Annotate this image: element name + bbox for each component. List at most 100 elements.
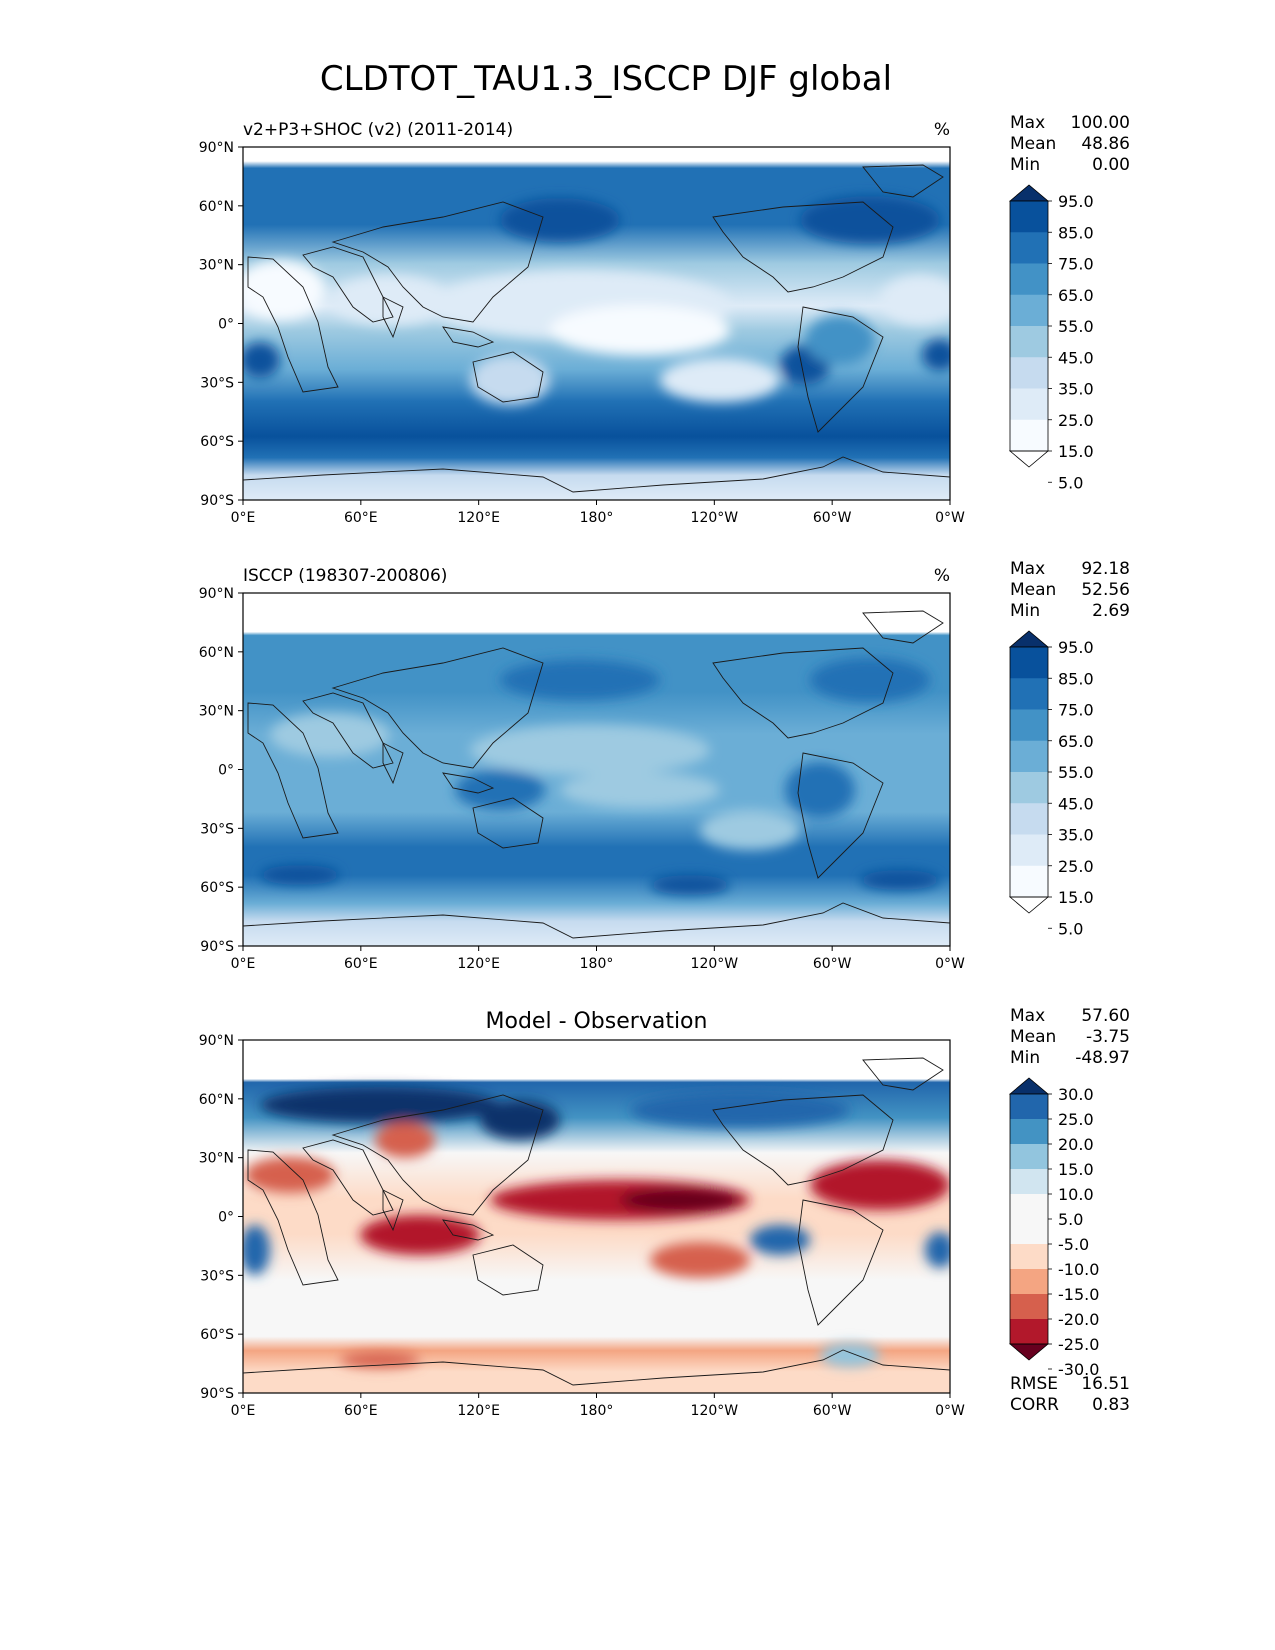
colorbar-label: 65.0 [1058, 286, 1094, 305]
colorbar-segment [1010, 803, 1048, 835]
colorbar-label: -10.0 [1058, 1260, 1099, 1279]
colorbar-segment [1010, 419, 1048, 452]
lon-tick-label: 0°E [231, 956, 256, 972]
colorbar-segment [1010, 1244, 1048, 1270]
lon-tick-label: 60°W [813, 1403, 852, 1419]
colorbar-extend-min [1008, 450, 1050, 468]
colorbar-segment [1010, 678, 1048, 710]
lon-tick-label: 60°W [813, 956, 852, 972]
coastline-path [442, 772, 495, 794]
stat-value: 57.60 [1081, 1006, 1130, 1026]
colorbar-segment [1010, 647, 1048, 679]
coastline-path [247, 702, 339, 839]
lat-tick-label: 30°N [199, 1151, 234, 1167]
colorbar-label: 5.0 [1058, 919, 1083, 938]
colorbar-label: 5.0 [1058, 1210, 1083, 1229]
colorbar-label: 15.0 [1058, 888, 1094, 907]
lon-tick-label: 120°W [691, 1403, 739, 1419]
coastlines-obs [243, 610, 950, 939]
lon-tick-label: 120°E [457, 1403, 500, 1419]
colorbar-segment [1010, 1094, 1048, 1120]
lon-tick-label: 60°E [344, 1403, 378, 1419]
lat-tick-label: 60°N [199, 199, 234, 215]
lat-tick-label: 90°S [200, 493, 234, 509]
lat-tick-label: 0° [218, 317, 234, 333]
coastline-path [382, 296, 404, 339]
map-field-obs [243, 593, 950, 946]
colorbar-segment [1010, 865, 1048, 898]
colorbar-label: 10.0 [1058, 1185, 1094, 1204]
colorbar-segment [1010, 201, 1048, 233]
coastline-path [382, 742, 404, 785]
map-field-diff [243, 1040, 950, 1393]
stat-value: 2.69 [1092, 601, 1130, 621]
lon-tick-label: 120°E [457, 956, 500, 972]
panel-units: % [934, 120, 950, 140]
map-field-model [243, 147, 950, 500]
colorbar-segment [1010, 388, 1048, 421]
lon-tick-label: 0°W [935, 1403, 965, 1419]
colorbar-label: 15.0 [1058, 442, 1094, 461]
colorbar-label: 25.0 [1058, 1110, 1094, 1129]
colorbar-label: 30.0 [1058, 1085, 1094, 1104]
stat-value: -3.75 [1086, 1027, 1130, 1047]
figure-title: CLDTOT_TAU1.3_ISCCP DJF global [320, 59, 892, 99]
colorbar-extend-min [1008, 896, 1050, 914]
colorbar-extend-min [1008, 1343, 1050, 1361]
colorbar-label: 25.0 [1058, 411, 1094, 430]
stat-value: 48.86 [1081, 134, 1130, 154]
colorbar-label: -20.0 [1058, 1310, 1099, 1329]
panel-annotations: v2+P3+SHOC (v2) (2011-2014) % 90°N 60°N 30°N… [199, 113, 1130, 1419]
lat-tick-label: 90°N [199, 1033, 234, 1049]
coastline-path [712, 647, 894, 739]
colorbar-label: 55.0 [1058, 763, 1094, 782]
lat-tick-label: 0° [218, 763, 234, 779]
lat-tick-label: 60°S [200, 434, 234, 450]
coastline-path [472, 797, 544, 849]
colorbar-label: 15.0 [1058, 1160, 1094, 1179]
lon-tick-label: 0°E [231, 1403, 256, 1419]
coastline-path [712, 201, 894, 293]
colorbar-segment [1010, 357, 1048, 389]
colorbar-segment [1010, 709, 1048, 742]
colorbar-label: 85.0 [1058, 669, 1094, 688]
panel-title-left: v2+P3+SHOC (v2) (2011-2014) [243, 120, 513, 140]
colorbar-label: 25.0 [1058, 857, 1094, 876]
colorbar-label: 75.0 [1058, 255, 1094, 274]
colorbar-label: -5.0 [1058, 1235, 1089, 1254]
colorbar-segment [1010, 740, 1048, 773]
lon-tick-label: 60°E [344, 956, 378, 972]
lat-tick-label: 30°S [200, 821, 234, 837]
coastline-path [331, 201, 544, 323]
stat-value: -48.97 [1075, 1048, 1130, 1068]
lon-tick-label: 180° [580, 510, 614, 526]
colorbar-label: -25.0 [1058, 1335, 1099, 1354]
coastline-path [442, 326, 495, 348]
coastline-path [243, 1349, 950, 1386]
stat-label: Mean [1010, 1027, 1056, 1047]
lon-tick-label: 120°E [457, 510, 500, 526]
lon-tick-label: 120°W [691, 956, 739, 972]
panel-units: % [934, 566, 950, 586]
coastline-path [797, 752, 884, 879]
coastline-path [331, 1094, 544, 1216]
panel-title-left: ISCCP (198307-200806) [243, 566, 447, 586]
colorbar-extend-max [1008, 630, 1050, 648]
coastline-path [331, 647, 544, 769]
coastline-path [797, 1199, 884, 1326]
stat-label: Max [1010, 559, 1045, 579]
colorbar-label: 35.0 [1058, 826, 1094, 845]
lat-tick-label: 30°N [199, 258, 234, 274]
lat-tick-label: 60°S [200, 880, 234, 896]
colorbar-segment [1010, 1269, 1048, 1295]
colorbar-segment [1010, 232, 1048, 264]
coastline-path [862, 610, 944, 644]
coastline-path [442, 1219, 495, 1241]
coastline-path [862, 164, 944, 198]
lat-tick-label: 90°S [200, 1386, 234, 1402]
coastline-path [302, 692, 394, 769]
colorbar-label: 45.0 [1058, 348, 1094, 367]
lon-tick-label: 0°E [231, 510, 256, 526]
coastlines-model [243, 164, 950, 493]
